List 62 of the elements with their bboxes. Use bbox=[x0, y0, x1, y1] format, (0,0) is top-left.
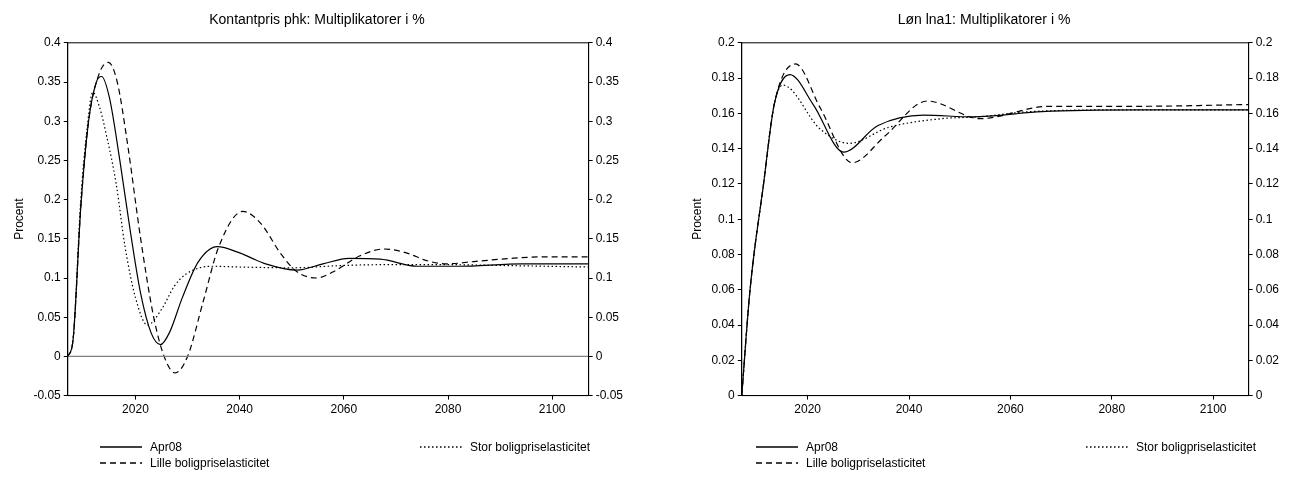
y2-tick-label: 0 bbox=[595, 348, 603, 363]
y-tick-label: 0.12 bbox=[711, 176, 736, 191]
legend-label: Lille boligpriselasticitet bbox=[150, 456, 270, 470]
y2-tick-label: 0.35 bbox=[595, 74, 620, 89]
chart-title: Løn lna1: Multiplikatorer i % bbox=[897, 11, 1071, 28]
x-tick-label: 2020 bbox=[794, 402, 822, 417]
y2-tick-label: 0.05 bbox=[595, 309, 620, 324]
y-tick-label: 0.04 bbox=[711, 317, 736, 332]
y-tick-label: 0.1 bbox=[718, 211, 736, 226]
x-tick-label: 2080 bbox=[434, 402, 462, 417]
y-tick-label: 0.14 bbox=[711, 140, 736, 155]
y-tick-label: 0 bbox=[728, 387, 736, 402]
y-tick-label: 0.15 bbox=[37, 231, 62, 246]
x-tick-label: 2080 bbox=[1098, 402, 1126, 417]
y2-tick-label: 0.16 bbox=[1255, 105, 1280, 120]
y2-tick-label: 0.08 bbox=[1255, 246, 1280, 261]
y-tick-label: 0.06 bbox=[711, 282, 736, 297]
chart-title: Kontantpris phk: Multiplikatorer i % bbox=[209, 11, 425, 28]
y2-tick-label: 0.14 bbox=[1255, 140, 1280, 155]
y-tick-label: 0.16 bbox=[711, 105, 736, 120]
x-tick-label: 2060 bbox=[330, 402, 358, 417]
y2-tick-label: 0.18 bbox=[1255, 70, 1280, 85]
y-tick-label: 0.2 bbox=[44, 191, 62, 206]
y2-tick-label: 0.25 bbox=[595, 152, 620, 167]
y-tick-label: 0 bbox=[54, 348, 62, 363]
legend-label: Stor boligpriselasticitet bbox=[470, 440, 591, 454]
x-tick-label: 2020 bbox=[122, 402, 150, 417]
y2-tick-label: 0.1 bbox=[595, 270, 613, 285]
y-axis-title: Procent bbox=[11, 197, 26, 240]
y-tick-label: 0.02 bbox=[711, 352, 736, 367]
legend-label: Apr08 bbox=[150, 440, 183, 454]
y2-tick-label: 0.06 bbox=[1255, 282, 1280, 297]
y2-tick-label: -0.05 bbox=[595, 387, 624, 402]
y-tick-label: 0.35 bbox=[37, 74, 62, 89]
y-tick-label: 0.3 bbox=[44, 113, 62, 128]
y2-tick-label: 0.4 bbox=[595, 35, 613, 50]
y-tick-label: 0.05 bbox=[37, 309, 62, 324]
legend-label: Stor boligpriselasticitet bbox=[1136, 440, 1257, 454]
y2-tick-label: 0.2 bbox=[595, 191, 613, 206]
y-tick-label: -0.05 bbox=[33, 387, 62, 402]
x-tick-label: 2100 bbox=[1199, 402, 1227, 417]
y2-tick-label: 0.15 bbox=[595, 231, 620, 246]
y2-tick-label: 0.2 bbox=[1255, 35, 1273, 50]
y-axis-title: Procent bbox=[689, 197, 704, 240]
y2-tick-label: 0.12 bbox=[1255, 176, 1280, 191]
legend-label: Lille boligpriselasticitet bbox=[806, 456, 926, 470]
y-tick-label: 0.25 bbox=[37, 152, 62, 167]
y2-tick-label: 0 bbox=[1255, 387, 1263, 402]
x-tick-label: 2060 bbox=[997, 402, 1025, 417]
y-tick-label: 0.08 bbox=[711, 246, 736, 261]
y-tick-label: 0.18 bbox=[711, 70, 736, 85]
y-tick-label: 0.1 bbox=[44, 270, 62, 285]
x-tick-label: 2040 bbox=[895, 402, 923, 417]
legend-label: Apr08 bbox=[806, 440, 839, 454]
x-tick-label: 2040 bbox=[226, 402, 254, 417]
y-tick-label: 0.2 bbox=[718, 35, 736, 50]
y2-tick-label: 0.3 bbox=[595, 113, 613, 128]
x-tick-label: 2100 bbox=[538, 402, 566, 417]
y2-tick-label: 0.04 bbox=[1255, 317, 1280, 332]
y-tick-label: 0.4 bbox=[44, 35, 62, 50]
y2-tick-label: 0.1 bbox=[1255, 211, 1273, 226]
y2-tick-label: 0.02 bbox=[1255, 352, 1280, 367]
